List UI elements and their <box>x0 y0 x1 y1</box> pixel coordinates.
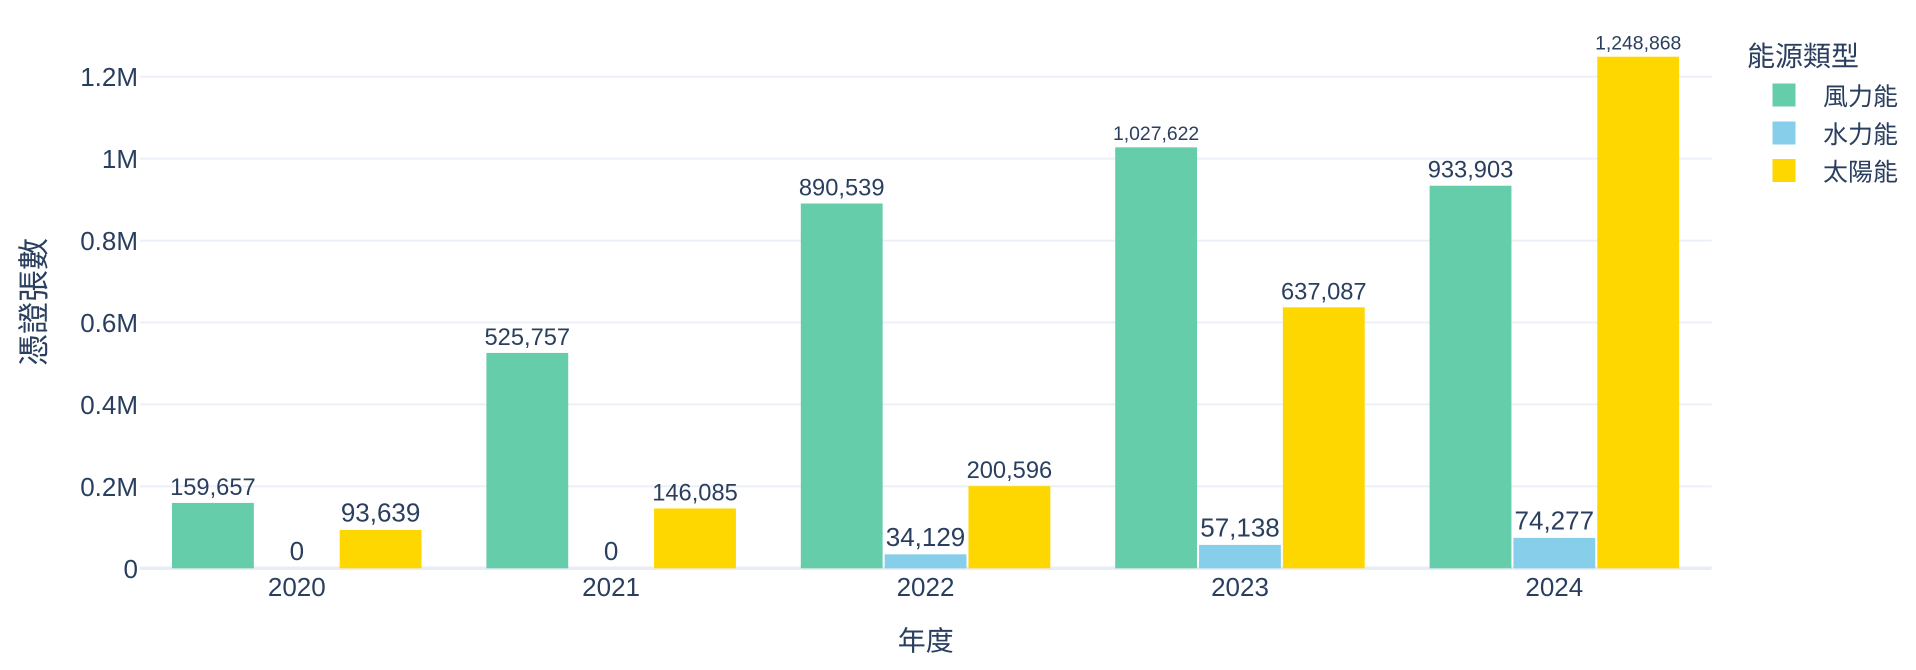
svg-text:0.4M: 0.4M <box>80 390 138 420</box>
svg-text:1,027,622: 1,027,622 <box>1113 123 1199 145</box>
svg-text:0.2M: 0.2M <box>80 472 138 502</box>
svg-text:74,277: 74,277 <box>1515 505 1595 535</box>
svg-text:0: 0 <box>124 554 138 584</box>
svg-text:57,138: 57,138 <box>1200 512 1280 542</box>
svg-text:525,757: 525,757 <box>484 325 570 351</box>
svg-text:637,087: 637,087 <box>1281 279 1367 305</box>
svg-text:34,129: 34,129 <box>886 522 966 552</box>
svg-text:0: 0 <box>604 536 618 566</box>
svg-text:200,596: 200,596 <box>967 458 1053 484</box>
svg-text:890,539: 890,539 <box>799 176 885 202</box>
svg-text:1,248,868: 1,248,868 <box>1595 33 1681 55</box>
svg-text:2022: 2022 <box>897 572 955 602</box>
svg-text:1M: 1M <box>102 144 138 174</box>
svg-text:0.6M: 0.6M <box>80 308 138 338</box>
svg-text:0: 0 <box>290 536 304 566</box>
svg-text:1.2M: 1.2M <box>80 62 138 92</box>
svg-text:2023: 2023 <box>1211 572 1269 602</box>
svg-text:933,903: 933,903 <box>1428 158 1514 184</box>
svg-text:0.8M: 0.8M <box>80 226 138 256</box>
svg-text:2024: 2024 <box>1525 572 1583 602</box>
svg-text:2021: 2021 <box>582 572 640 602</box>
svg-text:146,085: 146,085 <box>652 480 738 506</box>
svg-text:2020: 2020 <box>268 572 326 602</box>
svg-text:93,639: 93,639 <box>341 497 421 527</box>
svg-text:159,657: 159,657 <box>170 475 256 501</box>
